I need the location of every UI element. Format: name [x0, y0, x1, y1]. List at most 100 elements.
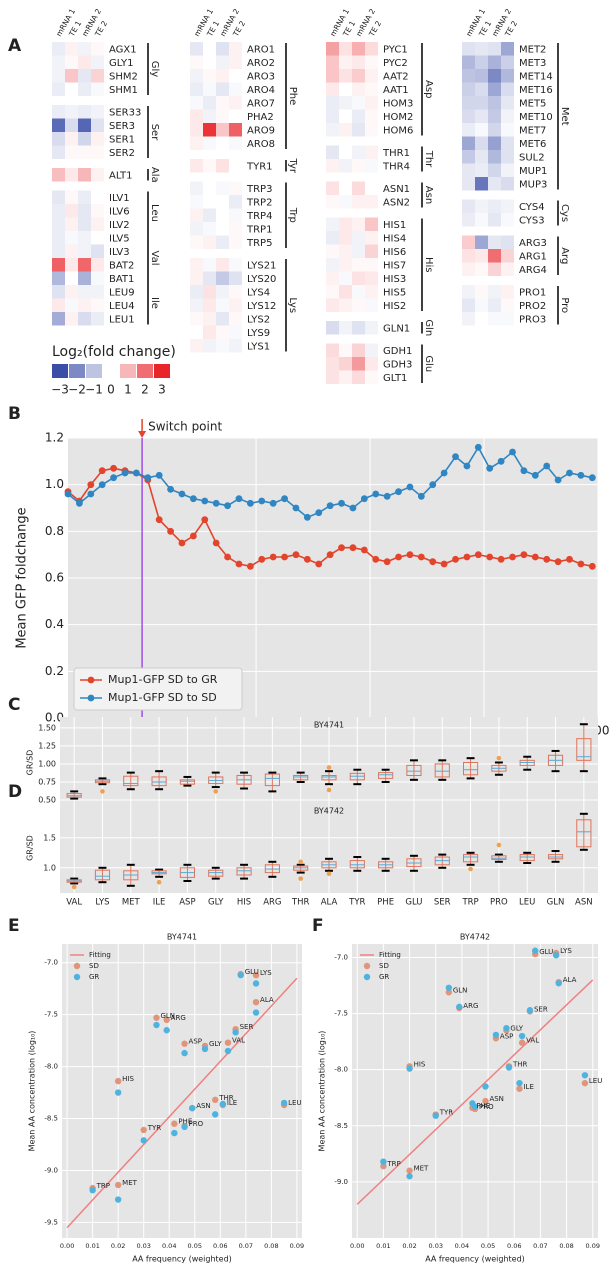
gene-label: ARO3 — [247, 71, 275, 82]
heatmap-cell — [339, 82, 352, 96]
gene-label: HIS4 — [383, 233, 406, 244]
gene-label: ARO9 — [247, 125, 275, 136]
group-label: Lys — [287, 297, 298, 313]
heatmap-cell — [352, 343, 365, 357]
heatmap-cell — [78, 298, 91, 312]
data-point — [566, 555, 573, 563]
x-tick-label: 0.06 — [507, 1242, 521, 1250]
gene-label: SUL2 — [519, 152, 545, 163]
heatmap-cell — [203, 285, 216, 299]
x-tick-label: 0.02 — [111, 1242, 125, 1250]
data-point — [474, 551, 482, 559]
heatmap-cell — [91, 312, 104, 326]
data-point — [114, 1077, 122, 1085]
y-tick-label: -9.5 — [44, 1218, 58, 1226]
annotation-arrowhead — [138, 431, 147, 438]
heatmap-cell — [91, 217, 104, 231]
heatmap-cell — [78, 42, 91, 56]
heatmap-cell — [190, 285, 203, 299]
data-point — [303, 513, 311, 521]
heatmap-cell — [52, 69, 65, 83]
heatmap-cell — [78, 168, 91, 182]
legend-label: GR — [379, 973, 389, 981]
colorbar-tick-label: 3 — [158, 383, 166, 397]
heatmap-cell — [352, 298, 365, 312]
x-tick-label: SER — [434, 898, 451, 908]
box — [463, 854, 479, 863]
heatmap-cell — [475, 109, 488, 123]
box — [236, 867, 252, 876]
heatmap-cell — [190, 235, 203, 249]
heatmap-cell — [229, 96, 242, 110]
heatmap-cell — [352, 217, 365, 231]
heatmap-cell — [326, 123, 339, 137]
outlier — [468, 866, 473, 872]
x-tick-label: ASN — [575, 898, 593, 908]
y-tick-label: 0.75 — [38, 778, 56, 787]
heatmap-cell — [52, 190, 65, 204]
x-tick-label: VAL — [66, 898, 82, 908]
point-label: SER — [534, 1005, 548, 1013]
data-point — [518, 1039, 526, 1046]
point-label: GLU — [539, 948, 553, 956]
chart-title: BY4742 — [460, 933, 490, 942]
gene-label: TRP1 — [246, 224, 272, 235]
point-label: THR — [218, 1094, 234, 1102]
data-point — [114, 1196, 122, 1203]
gene-label: PRO1 — [519, 287, 546, 298]
colorbar-block — [154, 364, 170, 378]
y-tick-label: 1.0 — [45, 477, 64, 491]
heatmap-cell — [203, 96, 216, 110]
heatmap-cell — [52, 204, 65, 218]
heatmap-cell — [501, 285, 514, 299]
data-point — [516, 1085, 523, 1092]
point-label: PRO — [189, 1120, 204, 1128]
heatmap-cell — [462, 262, 475, 276]
outlier — [298, 859, 303, 865]
heatmap-cell — [501, 109, 514, 123]
gene-label: SER2 — [109, 148, 135, 159]
data-point — [224, 1047, 232, 1055]
heatmap-cell — [91, 231, 104, 245]
heatmap-cell — [216, 96, 229, 110]
gene-label: SER1 — [109, 134, 135, 145]
data-point — [417, 553, 425, 561]
heatmap-cell — [352, 145, 365, 159]
data-point — [482, 1083, 489, 1090]
gene-label: HIS1 — [383, 220, 406, 231]
data-point — [463, 553, 471, 561]
heatmap-cell — [326, 109, 339, 123]
heatmap-cell — [326, 244, 339, 258]
heatmap-cell — [216, 123, 229, 137]
heatmap-cell — [65, 204, 78, 218]
heatmap-cell — [352, 42, 365, 56]
data-point — [171, 1120, 178, 1127]
data-point — [432, 1112, 439, 1119]
heatmap-cell — [91, 69, 104, 83]
gene-label: MUP3 — [519, 179, 547, 190]
y-axis-title: Mean GFP foldchange — [15, 507, 30, 648]
heatmap-cell — [501, 123, 514, 137]
heatmap-cell — [78, 145, 91, 159]
gene-label: THR1 — [382, 148, 410, 159]
heatmap-cell — [203, 109, 216, 123]
point-label: PRO — [479, 1103, 494, 1111]
point-label: PHE — [178, 1118, 192, 1126]
data-point — [64, 490, 72, 498]
data-point — [518, 1032, 526, 1040]
heatmap-cell — [488, 136, 501, 150]
heatmap-cell — [91, 258, 104, 272]
x-tick-label: THR — [291, 898, 310, 908]
data-point — [292, 504, 300, 512]
data-point — [372, 490, 380, 498]
heatmap-cell — [216, 159, 229, 173]
y-tick-label: -7.0 — [334, 953, 348, 961]
heatmap-cell — [78, 69, 91, 83]
heatmap-cell — [190, 136, 203, 150]
data-point — [212, 539, 220, 547]
gene-label: MET5 — [519, 98, 546, 109]
legend-marker — [363, 973, 371, 981]
heatmap-cell — [352, 231, 365, 245]
data-point — [235, 495, 243, 503]
